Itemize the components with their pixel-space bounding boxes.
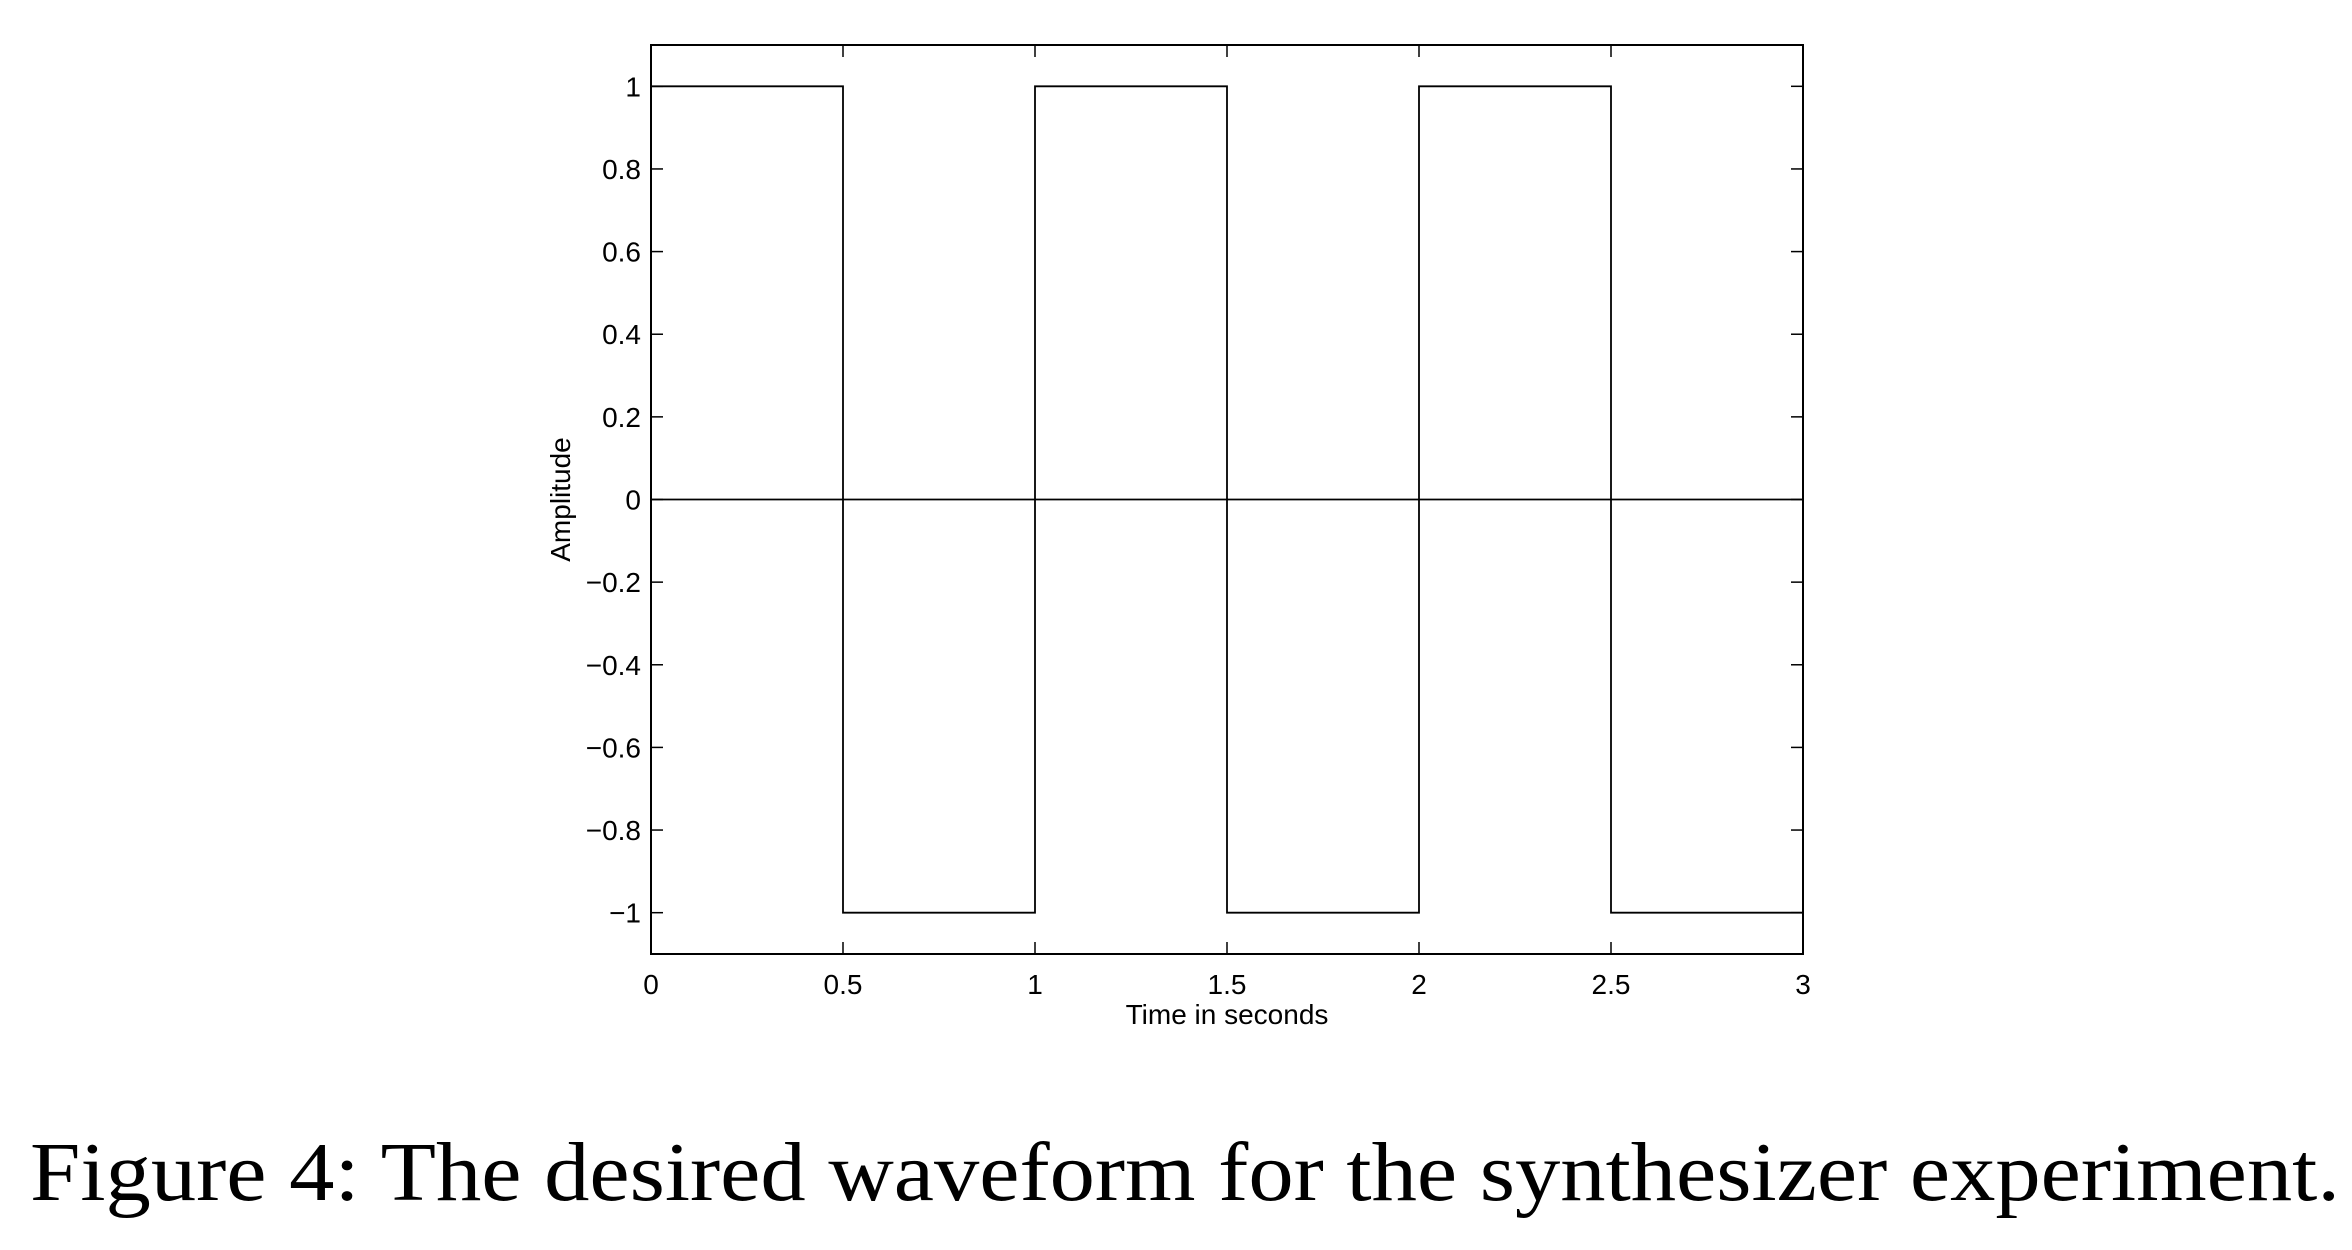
y-tick-label: −0.2 <box>586 567 641 598</box>
y-tick-label: −1 <box>609 898 641 929</box>
x-tick-label: 2.5 <box>1592 969 1631 1000</box>
y-tick-label: −0.6 <box>586 732 641 763</box>
y-axis-label: Amplitude <box>545 437 576 562</box>
y-tick-label: 0.4 <box>602 319 641 350</box>
y-tick-label: 0.8 <box>602 154 641 185</box>
x-tick-label: 0 <box>643 969 659 1000</box>
y-tick-label: 0 <box>625 485 641 516</box>
x-tick-label: 1.5 <box>1208 969 1247 1000</box>
y-tick-label: 1 <box>625 71 641 102</box>
x-axis-label: Time in seconds <box>1126 999 1329 1030</box>
y-tick-label: −0.4 <box>586 650 641 681</box>
y-tick-label: 0.2 <box>602 402 641 433</box>
y-tick-label: −0.8 <box>586 815 641 846</box>
x-tick-label: 3 <box>1795 969 1811 1000</box>
x-tick-label: 1 <box>1027 969 1043 1000</box>
y-tick-label: 0.6 <box>602 237 641 268</box>
caption: Figure 4: The desired waveform for the s… <box>30 1126 2340 1219</box>
x-tick-label: 2 <box>1411 969 1427 1000</box>
x-tick-label: 0.5 <box>824 969 863 1000</box>
